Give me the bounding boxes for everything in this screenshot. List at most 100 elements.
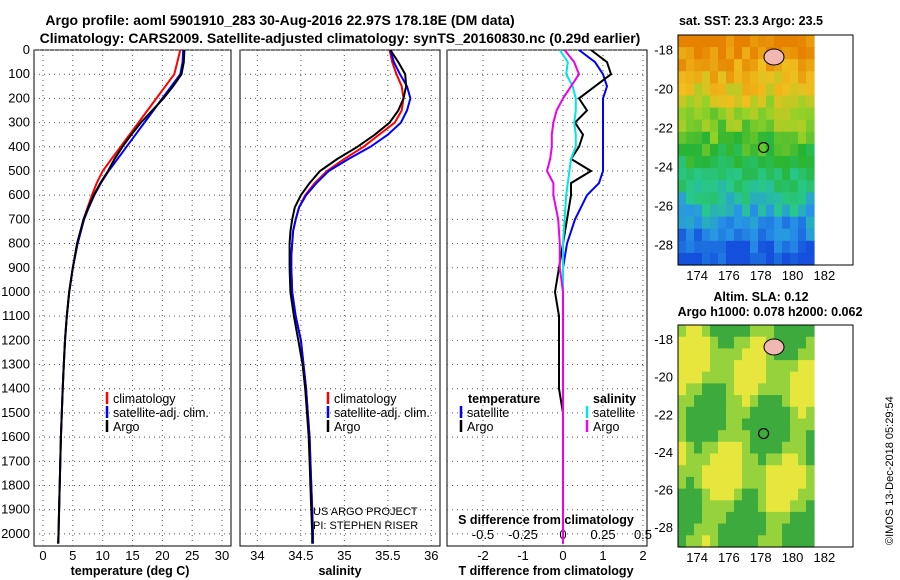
map-cell	[750, 336, 759, 349]
map-cell	[766, 325, 775, 338]
map-cell	[710, 488, 719, 501]
map-cell	[766, 168, 775, 181]
map-cell	[718, 406, 727, 420]
map-cell	[758, 430, 767, 443]
map-cell	[790, 441, 799, 455]
x-tick-label: 0	[39, 548, 46, 563]
map-cell	[702, 252, 711, 266]
map-cell	[686, 204, 695, 218]
island-shape	[763, 338, 785, 356]
map-cell	[766, 500, 775, 513]
map-cell	[798, 488, 807, 501]
map-cell	[718, 325, 727, 338]
map-cell	[790, 143, 799, 157]
map-cell	[774, 453, 783, 466]
map-cell	[750, 418, 759, 431]
map-cell	[694, 192, 703, 206]
map-cell	[734, 418, 743, 431]
map-cell	[742, 383, 751, 396]
map-cell	[678, 228, 687, 242]
map-cell	[758, 131, 767, 145]
map-cell	[678, 371, 687, 384]
map-cell	[750, 107, 759, 121]
map-cell	[758, 500, 767, 513]
map-cell	[774, 228, 783, 242]
map-cell	[782, 180, 791, 193]
map-cell	[766, 143, 775, 157]
map-cell	[806, 418, 815, 431]
map-cell	[694, 383, 703, 396]
map-cell	[742, 418, 751, 431]
map-cell	[750, 240, 759, 254]
map-cell	[726, 383, 735, 396]
map-cell	[758, 535, 767, 548]
map-cell	[726, 252, 735, 266]
map-cell	[806, 360, 815, 373]
map-cell	[710, 430, 719, 443]
map-cell	[718, 252, 727, 266]
map-cell	[750, 119, 759, 133]
map-lat-tick-label: -28	[654, 520, 673, 535]
map-cell	[742, 192, 751, 206]
map-cell	[750, 348, 759, 361]
map-cell	[790, 107, 799, 121]
map-cell	[782, 240, 791, 254]
map-cell	[718, 418, 727, 431]
salinity-axis-label: salinity	[318, 564, 361, 578]
map-cell	[686, 453, 695, 466]
map-cell	[766, 180, 775, 193]
map-cell	[790, 395, 799, 408]
map-cell	[678, 107, 687, 121]
map-cell	[702, 418, 711, 431]
map-cell	[806, 476, 815, 490]
map-cell	[702, 465, 711, 478]
map-cell	[718, 371, 727, 384]
map-cell	[782, 216, 791, 230]
map-cell	[782, 119, 791, 133]
map-cell	[750, 465, 759, 478]
map-cell	[702, 240, 711, 254]
map-cell	[702, 395, 711, 408]
map-cell	[718, 131, 727, 145]
map-cell	[774, 465, 783, 478]
map-cell	[806, 59, 815, 72]
map-cell	[790, 252, 799, 266]
map-cell	[718, 500, 727, 513]
map-cell	[694, 430, 703, 443]
map-cell	[798, 360, 807, 373]
sla-map-subtitle: Argo h1000: 0.078 h2000: 0.062	[678, 305, 863, 319]
map-cell	[742, 325, 751, 338]
map-cell	[686, 325, 695, 338]
map-cell	[806, 325, 815, 338]
map-cell	[766, 441, 775, 455]
map-lon-tick-label: 178	[750, 550, 772, 565]
map-cell	[798, 348, 807, 361]
map-cell	[694, 325, 703, 338]
depth-tick-label: 1500	[1, 405, 30, 420]
map-cell	[790, 511, 799, 525]
map-cell	[766, 107, 775, 121]
x-tick-label: 5	[69, 548, 76, 563]
map-cell	[686, 465, 695, 478]
map-cell	[702, 535, 711, 548]
map-cell	[710, 465, 719, 478]
map-cell	[806, 430, 815, 443]
map-cell	[686, 240, 695, 254]
map-cell	[790, 500, 799, 513]
map-cell	[734, 325, 743, 338]
map-cell	[718, 180, 727, 193]
map-cell	[702, 168, 711, 181]
map-cell	[742, 228, 751, 242]
x-tick-label: 35	[337, 548, 351, 563]
map-cell	[750, 371, 759, 384]
map-cell	[734, 371, 743, 384]
map-cell	[734, 131, 743, 145]
map-cell	[766, 119, 775, 133]
map-cell	[782, 535, 791, 548]
map-cell	[774, 441, 783, 455]
map-cell	[758, 476, 767, 490]
map-cell	[726, 47, 735, 60]
depth-tick-label: 700	[8, 211, 30, 226]
map-cell	[742, 168, 751, 181]
map-cell	[798, 240, 807, 254]
